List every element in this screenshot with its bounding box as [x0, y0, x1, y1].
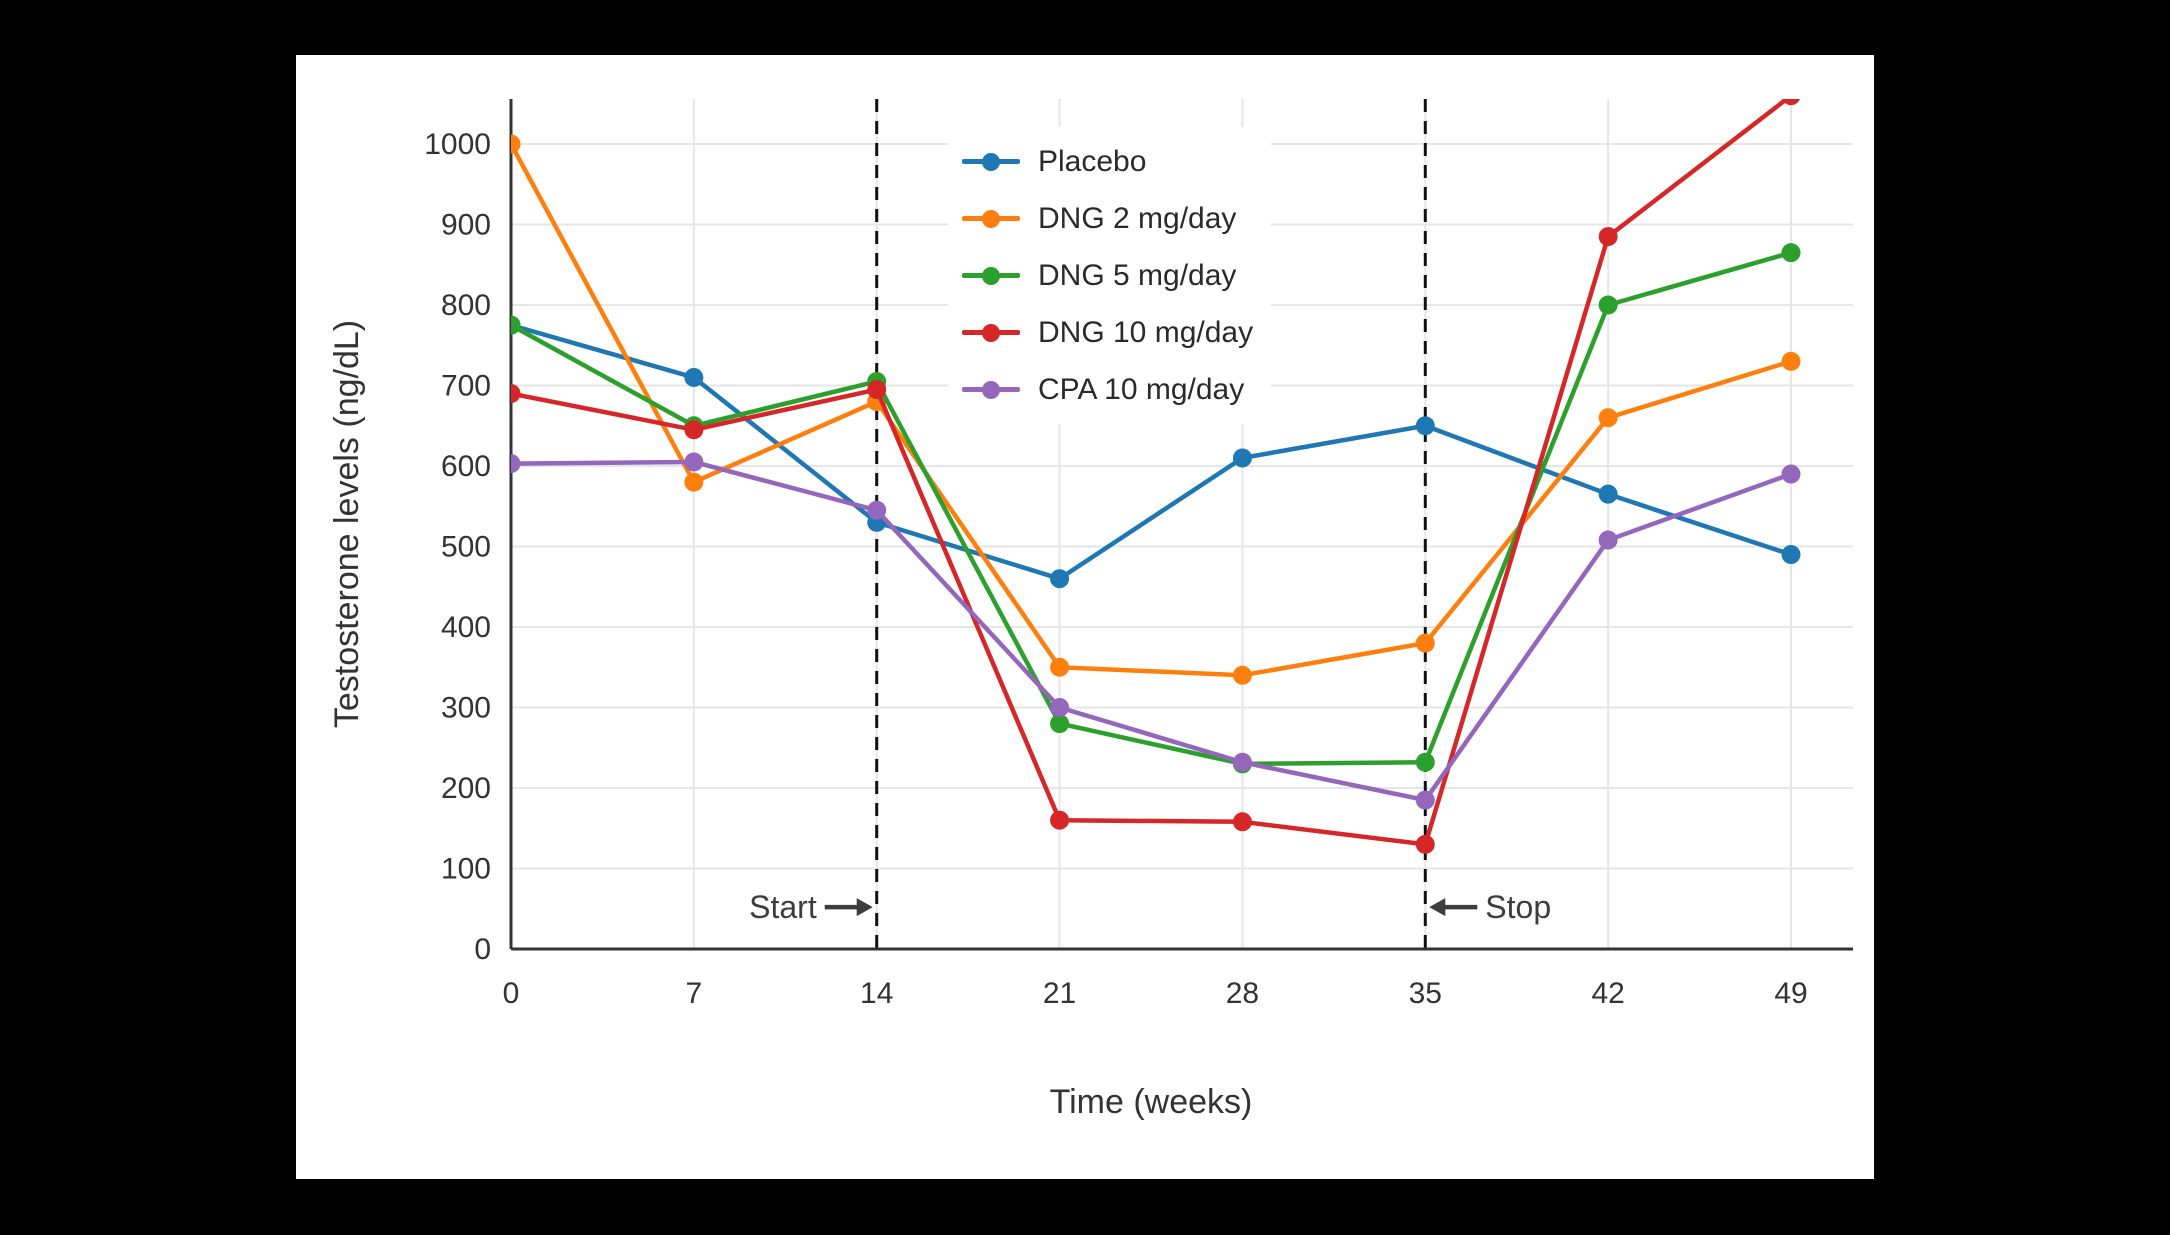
data-point-dng-2-mg-day — [1781, 351, 1801, 371]
data-point-cpa-10-mg-day — [1598, 530, 1618, 550]
legend-swatch-dng-5-mg-day — [962, 266, 1020, 285]
data-point-dng-10-mg-day — [1782, 99, 1800, 106]
legend-marker-dot — [982, 209, 1000, 228]
data-point-cpa-10-mg-day — [1781, 464, 1801, 484]
data-point-cpa-10-mg-day — [1050, 698, 1070, 717]
legend-item-dng-5-mg-day[interactable]: DNG 5 mg/day — [962, 247, 1253, 304]
data-point-dng-5-mg-day — [511, 315, 521, 335]
data-point-dng-2-mg-day — [511, 134, 521, 154]
data-point-dng-2-mg-day — [1050, 657, 1070, 677]
legend-label-placebo: Placebo — [1038, 144, 1147, 178]
legend-label-dng-5-mg-day: DNG 5 mg/day — [1038, 258, 1237, 292]
y-tick-label: 100 — [441, 853, 491, 886]
data-point-placebo — [684, 367, 704, 387]
data-point-cpa-10-mg-day — [511, 454, 521, 474]
y-tick-label: 800 — [441, 289, 491, 322]
y-tick-label: 900 — [441, 209, 491, 242]
y-tick-label: 400 — [441, 611, 491, 644]
data-point-placebo — [1598, 484, 1618, 504]
data-point-dng-2-mg-day — [684, 472, 704, 492]
y-tick-label: 0 — [474, 933, 491, 966]
series-cpa-10-mg-day — [511, 452, 1801, 810]
series-line-cpa-10-mg-day — [511, 459, 1794, 803]
data-point-dng-5-mg-day — [1598, 295, 1618, 315]
chart-card: Start Stop 0 7 14 21 28 35 42 49 0 100 200 300 400 500 6… — [296, 55, 1874, 1179]
y-axis-title: Testosterone levels (ng/dL) — [328, 320, 366, 728]
data-point-dng-10-mg-day — [1598, 227, 1618, 247]
legend-swatch-dng-10-mg-day — [962, 323, 1020, 342]
line-chart: Start Stop 0 7 14 21 28 35 42 49 0 100 200 300 400 500 6… — [328, 99, 1853, 1121]
x-tick-label: 49 — [1774, 977, 1807, 1010]
data-point-dng-5-mg-day — [1050, 714, 1070, 734]
data-point-dng-5-mg-day — [1415, 752, 1435, 772]
legend-item-dng-10-mg-day[interactable]: DNG 10 mg/day — [962, 304, 1253, 361]
legend-marker-dot — [982, 266, 1000, 285]
x-tick-label: 42 — [1591, 977, 1624, 1010]
legend-swatch-dng-2-mg-day — [962, 209, 1020, 228]
annotation-arrowhead — [1429, 898, 1446, 917]
x-tick-label: 0 — [503, 977, 520, 1010]
data-point-cpa-10-mg-day — [1232, 752, 1252, 772]
y-tick-label: 300 — [441, 692, 491, 725]
data-point-cpa-10-mg-day — [684, 452, 704, 472]
data-point-dng-10-mg-day — [867, 380, 887, 400]
legend-marker-dot — [982, 152, 1000, 171]
data-point-dng-5-mg-day — [1781, 243, 1801, 263]
x-axis-title: Time (weeks) — [1050, 1083, 1253, 1121]
data-point-cpa-10-mg-day — [867, 500, 887, 520]
legend-label-cpa-10-mg-day: CPA 10 mg/day — [1038, 372, 1245, 406]
legend-item-dng-2-mg-day[interactable]: DNG 2 mg/day — [962, 190, 1253, 247]
x-tick-label: 28 — [1226, 977, 1259, 1010]
data-point-dng-2-mg-day — [1415, 633, 1435, 653]
x-tick-label: 14 — [860, 977, 893, 1010]
data-point-placebo — [1050, 569, 1070, 589]
data-point-dng-10-mg-day — [1050, 810, 1070, 830]
legend-marker-dot — [982, 323, 1000, 342]
legend: Placebo DNG 2 mg/day DNG 5 mg/day DNG 10 mg… — [948, 127, 1272, 424]
series-line-dng-10-mg-day — [511, 99, 1791, 847]
y-tick-label: 700 — [441, 370, 491, 403]
data-point-dng-10-mg-day — [1232, 812, 1252, 832]
legend-marker-dot — [982, 380, 1000, 399]
annotation-label: Start — [749, 889, 817, 925]
legend-item-cpa-10-mg-day[interactable]: CPA 10 mg/day — [962, 361, 1253, 418]
data-point-dng-10-mg-day — [684, 420, 704, 440]
data-point-placebo — [1232, 448, 1252, 468]
data-point-placebo — [1415, 416, 1435, 436]
y-tick-label: 600 — [441, 450, 491, 483]
y-tick-label: 500 — [441, 531, 491, 564]
x-tick-label: 7 — [686, 977, 703, 1010]
data-point-dng-10-mg-day — [1415, 834, 1435, 854]
y-tick-label: 1000 — [424, 128, 491, 161]
legend-swatch-cpa-10-mg-day — [962, 380, 1020, 399]
legend-swatch-placebo — [962, 152, 1020, 171]
annotation-stop: Stop — [1429, 889, 1551, 925]
legend-item-placebo[interactable]: Placebo — [962, 133, 1253, 190]
x-tick-label: 21 — [1043, 977, 1076, 1010]
legend-label-dng-2-mg-day: DNG 2 mg/day — [1038, 201, 1237, 235]
series-line-placebo — [511, 322, 1794, 581]
annotation-start: Start — [749, 889, 873, 925]
series-group — [511, 99, 1801, 854]
data-point-placebo — [1781, 545, 1801, 565]
annotation-arrowhead — [856, 898, 873, 917]
data-point-cpa-10-mg-day — [1415, 790, 1435, 810]
series-dng-10-mg-day — [511, 99, 1800, 854]
data-point-dng-2-mg-day — [1232, 665, 1252, 685]
annotation-label: Stop — [1485, 889, 1551, 925]
data-point-dng-2-mg-day — [1598, 408, 1618, 428]
legend-label-dng-10-mg-day: DNG 10 mg/day — [1038, 315, 1254, 349]
y-tick-label: 200 — [441, 772, 491, 805]
x-tick-label: 35 — [1409, 977, 1442, 1010]
data-point-dng-10-mg-day — [511, 384, 521, 404]
series-line-dng-5-mg-day — [511, 250, 1794, 767]
